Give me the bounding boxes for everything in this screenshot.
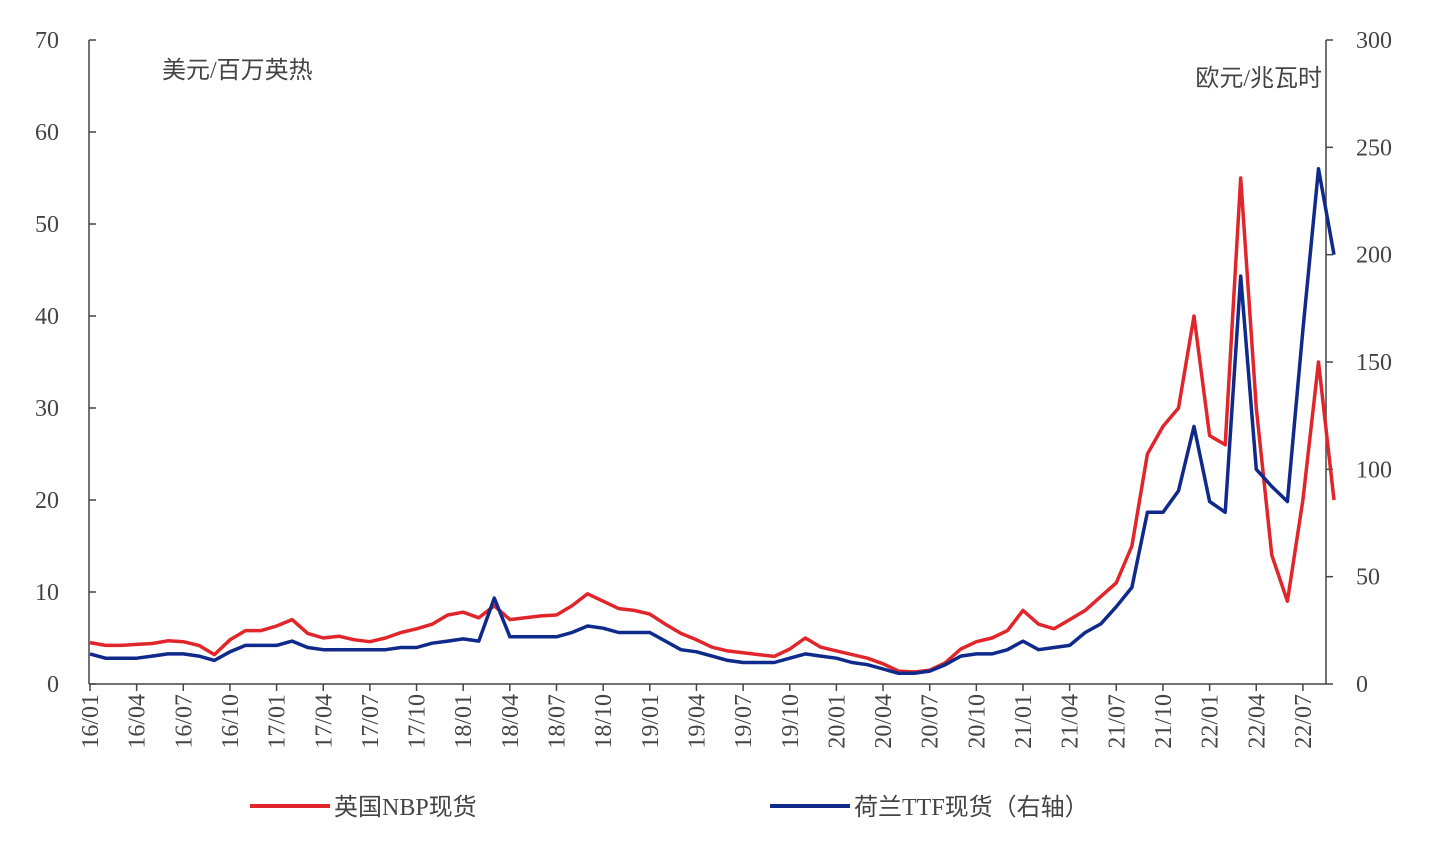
x-tick-label: 16/01 [78,694,104,749]
x-tick-label: 19/04 [684,694,710,749]
x-tick-label: 20/07 [918,694,944,749]
x-tick-label: 21/10 [1151,694,1177,749]
y-tick-label: 30 [35,396,59,422]
legend-label: 英国NBP现货 [334,794,477,821]
x-tick-label: 17/01 [265,694,291,749]
x-tick-label: 18/04 [498,694,524,749]
x-tick-label: 21/07 [1104,694,1130,749]
x-tick-label: 20/04 [871,694,897,749]
y-tick-label: 40 [35,304,59,330]
y-tick-label: 0 [47,672,59,698]
y2-tick-label: 100 [1356,457,1392,483]
x-tick-label: 16/04 [125,694,151,749]
y2-tick-label: 300 [1356,28,1392,54]
x-tick-label: 17/07 [358,694,384,749]
x-tick-label: 17/10 [405,694,431,749]
y2-tick-label: 250 [1356,135,1392,161]
x-tick-label: 18/01 [451,694,477,749]
y-tick-label: 70 [35,28,59,54]
series-line [89,176,1336,674]
y-tick-label: 20 [35,488,59,514]
x-tick-label: 21/04 [1058,694,1084,749]
x-tick-label: 18/10 [591,694,617,749]
y2-tick-label: 200 [1356,243,1392,269]
y-tick-label: 60 [35,120,59,146]
x-tick-label: 22/01 [1198,694,1224,749]
y2-axis-title: 欧元/兆瓦时 [1195,65,1322,92]
x-tick-label: 20/01 [824,694,850,749]
series-line [89,167,1336,676]
x-tick-label: 17/04 [311,694,337,749]
x-tick-label: 20/10 [964,694,990,749]
x-tick-label: 22/07 [1291,694,1317,749]
x-tick-label: 19/01 [638,694,664,749]
legend-label: 荷兰TTF现货（右轴） [854,794,1089,821]
y2-tick-label: 50 [1356,565,1380,591]
x-tick-label: 19/10 [778,694,804,749]
x-tick-label: 18/07 [545,694,571,749]
y-tick-label: 50 [35,212,59,238]
x-tick-label: 21/01 [1011,694,1037,749]
y2-tick-label: 0 [1356,672,1368,698]
x-tick-label: 19/07 [731,694,757,749]
x-tick-label: 16/07 [171,694,197,749]
y-tick-label: 10 [35,580,59,606]
y2-tick-label: 150 [1356,350,1392,376]
y-axis-title: 美元/百万英热 [162,57,313,84]
x-tick-label: 16/10 [218,694,244,749]
x-tick-label: 22/04 [1244,694,1270,749]
